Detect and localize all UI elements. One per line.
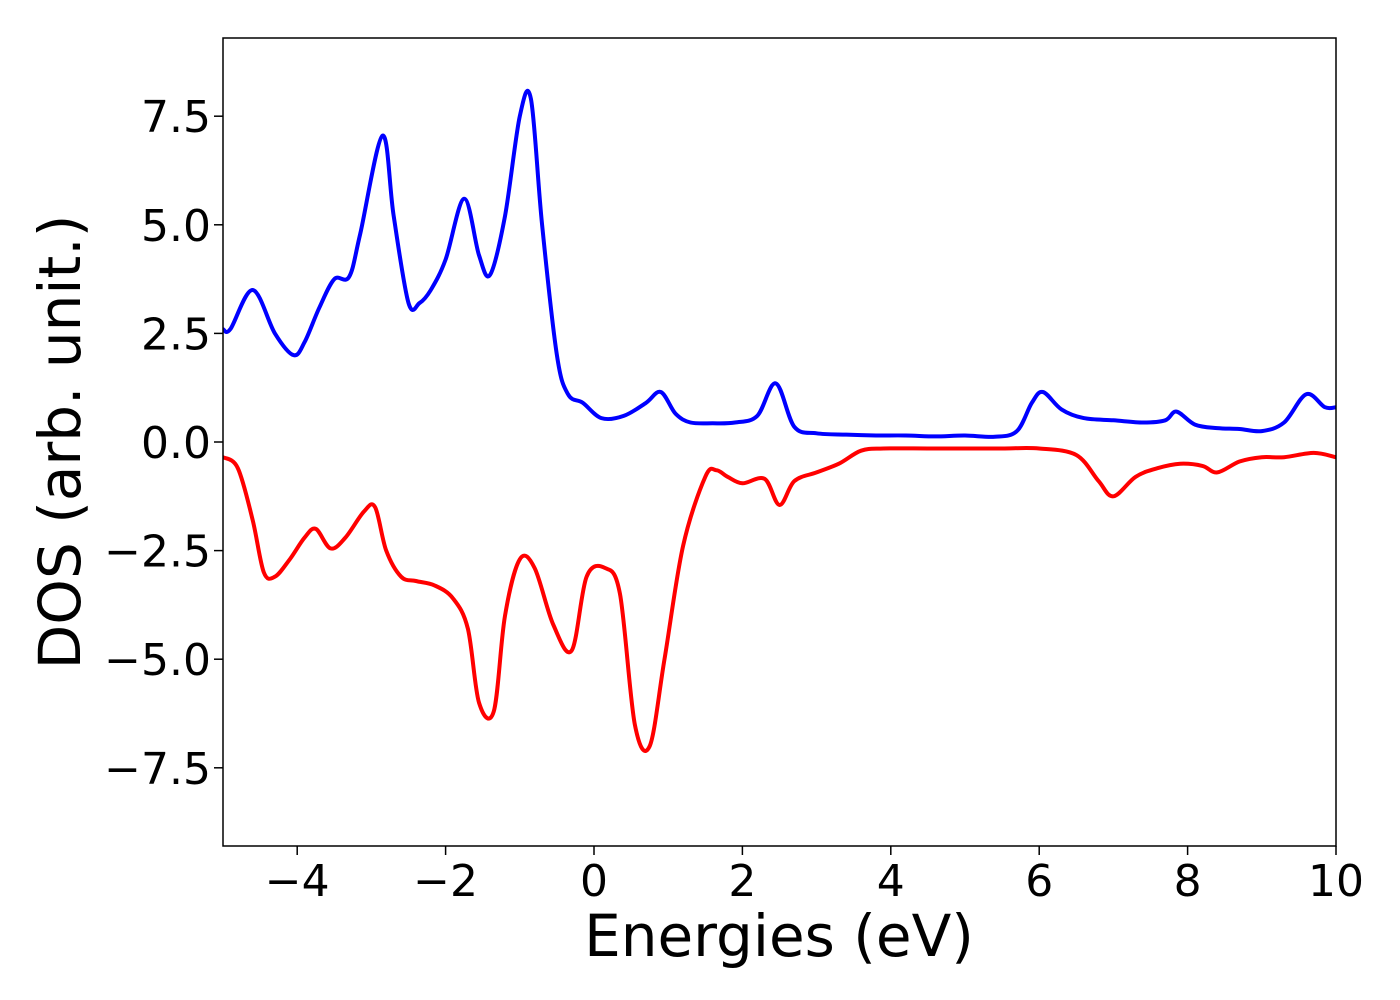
y-tick-label: −2.5 bbox=[104, 527, 211, 578]
y-axis-title: DOS (arb. unit.) bbox=[26, 215, 94, 670]
x-tick-label: 8 bbox=[1174, 856, 1202, 907]
y-axis: 7.5 5.0 2.5 0.0 −2.5 −5.0 −7.5 bbox=[104, 92, 223, 795]
y-tick-label: 0.0 bbox=[141, 418, 211, 469]
x-axis-title: Energies (eV) bbox=[584, 902, 974, 970]
series-line-1 bbox=[223, 89, 1336, 439]
x-axis: −4 −2 0 2 4 6 8 10 bbox=[265, 846, 1364, 907]
y-tick-label: −7.5 bbox=[104, 744, 211, 795]
series-layer bbox=[223, 89, 1336, 753]
y-tick-label: 2.5 bbox=[141, 309, 211, 360]
x-tick-label: 0 bbox=[580, 856, 608, 907]
x-tick-label: 2 bbox=[728, 856, 756, 907]
x-tick-label: −2 bbox=[413, 856, 478, 907]
series-line-2 bbox=[223, 446, 1336, 753]
x-tick-label: 10 bbox=[1308, 856, 1364, 907]
x-tick-label: −4 bbox=[265, 856, 330, 907]
x-tick-label: 4 bbox=[877, 856, 905, 907]
y-tick-label: −5.0 bbox=[104, 635, 211, 686]
y-tick-label: 7.5 bbox=[141, 92, 211, 143]
x-tick-label: 6 bbox=[1025, 856, 1053, 907]
y-tick-label: 5.0 bbox=[141, 201, 211, 252]
